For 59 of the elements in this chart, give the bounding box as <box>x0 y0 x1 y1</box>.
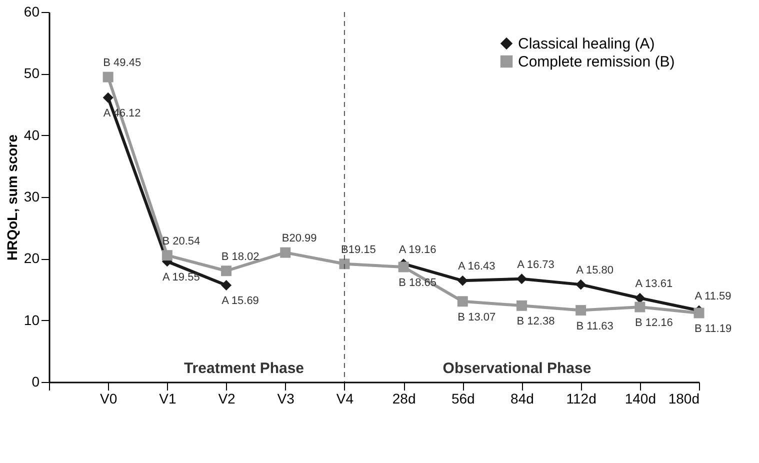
point <box>694 308 704 318</box>
point <box>102 72 114 82</box>
x-tick-label: V0 <box>100 390 118 406</box>
x-tick-label: 140d <box>624 390 656 406</box>
point <box>221 266 232 276</box>
point <box>280 247 291 258</box>
x-tick-label: V1 <box>159 390 176 406</box>
annotation: Treatment Phase <box>184 360 304 377</box>
data-label: B 11.63 <box>576 320 614 332</box>
x-tick-label: 28d <box>392 390 416 406</box>
y-tick-label: 60 <box>24 4 40 20</box>
point <box>576 279 586 290</box>
y-tick-label: 20 <box>24 250 40 266</box>
y-tick-label: 0 <box>32 374 40 390</box>
point <box>457 275 468 286</box>
data-label: B 11.19 <box>694 322 732 335</box>
point <box>398 262 409 272</box>
x-tick-label: V3 <box>277 390 295 406</box>
x-tick-label: 84d <box>510 390 534 406</box>
data-label: B19.15 <box>341 244 376 256</box>
y-tick-label: 10 <box>24 312 40 328</box>
data-label: B 20.54 <box>162 235 200 248</box>
legend-label: Classical healing (A) <box>518 36 655 52</box>
data-label: B 12.16 <box>634 317 673 330</box>
data-label: A 19.55 <box>162 271 200 284</box>
data-label: A 15.80 <box>576 264 614 277</box>
point <box>634 302 646 312</box>
data-label: B 18.65 <box>398 276 437 289</box>
y-tick-label: 40 <box>24 126 40 143</box>
point <box>516 274 527 284</box>
data-label: A 15.69 <box>222 295 259 308</box>
data-label: A 16.73 <box>517 258 554 271</box>
data-label: B 49.45 <box>103 57 142 70</box>
point <box>576 305 586 316</box>
data-label: A 19.16 <box>398 244 436 256</box>
x-tick-label: 180d <box>668 390 700 406</box>
data-label: B20.99 <box>282 232 317 245</box>
data-label: A 11.59 <box>694 290 732 303</box>
x-tick-label: V4 <box>336 390 354 406</box>
data-label: B 18.02 <box>221 250 260 263</box>
data-label: A 16.43 <box>458 260 496 273</box>
point <box>634 292 646 304</box>
x-tick-label: 112d <box>566 390 596 406</box>
point <box>102 92 114 103</box>
point <box>516 300 527 311</box>
data-label: A 13.61 <box>635 278 673 290</box>
point <box>457 296 468 307</box>
data-label: B 12.38 <box>516 316 555 328</box>
y-tick-label: 30 <box>24 188 40 204</box>
y-tick-label: 50 <box>24 65 40 82</box>
data-label: B 13.07 <box>458 311 496 324</box>
x-tick-label: V2 <box>218 390 236 406</box>
point <box>162 250 172 261</box>
y-axis-title: HRQoL, sum score <box>4 134 20 261</box>
x-tick-label: 56d <box>451 390 475 406</box>
legend-label: Complete remission (B) <box>518 54 675 70</box>
point <box>339 258 350 270</box>
annotation: Observational Phase <box>442 360 592 377</box>
point <box>221 280 232 290</box>
